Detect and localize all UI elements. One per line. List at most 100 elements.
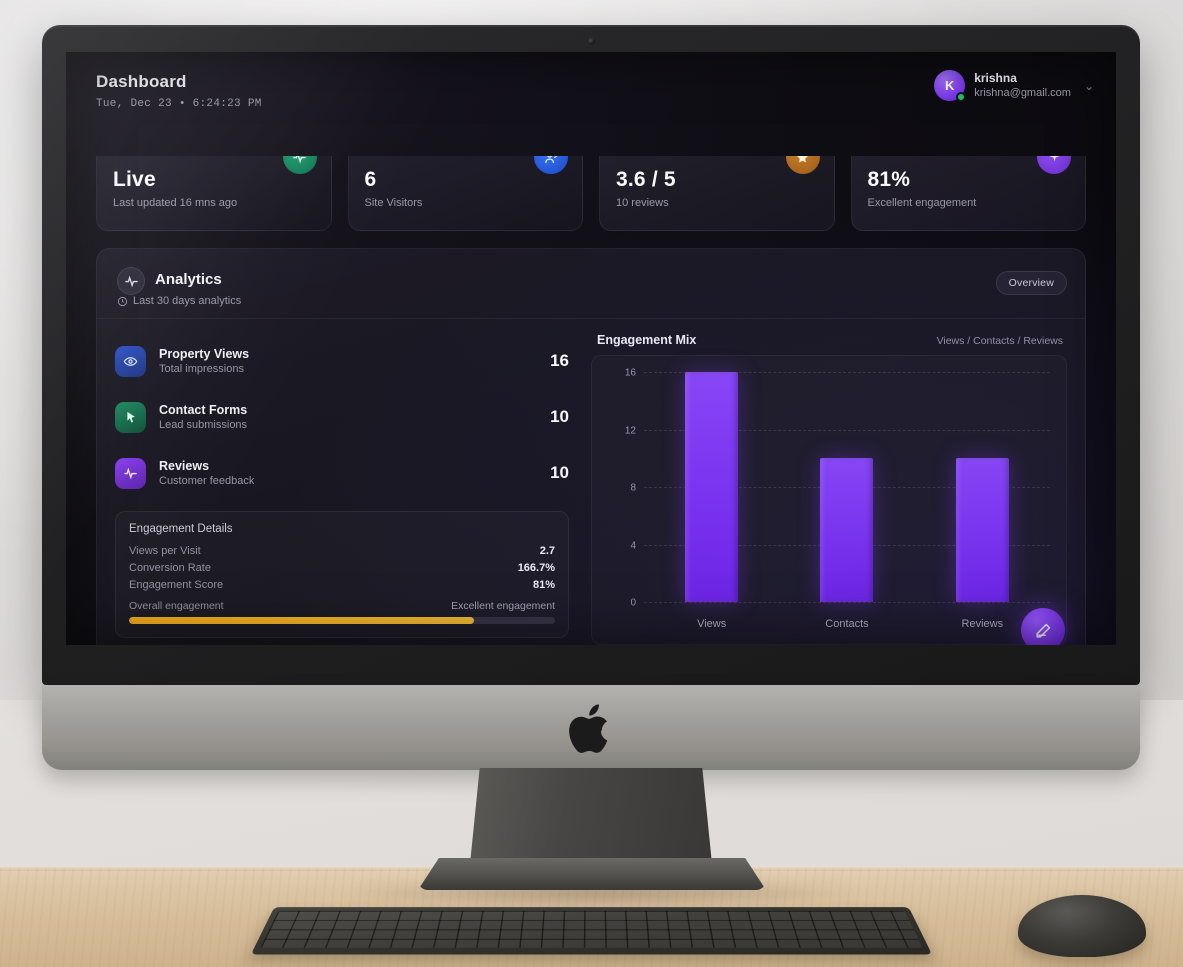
stat-card-live[interactable]: Live Last updated 16 mns ago	[96, 156, 332, 231]
stat-label: 10 reviews	[616, 197, 669, 209]
cursor-icon	[115, 401, 146, 433]
pencil-icon	[1035, 623, 1050, 638]
metric-desc: Customer feedback	[159, 475, 255, 487]
engagement-mix-chart: 16 12 8 4 0 Views Contacts Reviews	[591, 355, 1067, 645]
dashboard-app: Dashboard Tue, Dec 23 • 6:24:23 PM K kri…	[66, 52, 1116, 645]
detail-key: Views per Visit	[129, 544, 201, 557]
progress-label-right: Excellent engagement	[451, 600, 555, 612]
metric-value: 10	[550, 407, 569, 426]
pulse-icon	[282, 156, 317, 174]
chart-bar-column[interactable]	[938, 372, 1027, 602]
pulse-icon	[115, 457, 146, 489]
apple-logo-icon	[569, 704, 608, 753]
detail-row-views-per-visit: Views per Visit 2.7	[129, 542, 555, 559]
chart-x-tick: Views	[697, 618, 727, 630]
stat-label: Site Visitors	[364, 197, 423, 209]
chart-bar-column[interactable]	[667, 372, 756, 602]
imac-screen: Dashboard Tue, Dec 23 • 6:24:23 PM K kri…	[66, 52, 1116, 645]
metric-name: Reviews	[159, 459, 210, 473]
metric-value: 16	[550, 351, 569, 370]
analytics-subtitle: Last 30 days analytics	[133, 295, 242, 307]
chart-x-tick: Contacts	[825, 618, 869, 630]
user-name: krishna	[974, 71, 1017, 85]
stat-card-row: Live Last updated 16 mns ago 6 Site Visi…	[96, 156, 1086, 231]
chart-gridline: 16	[625, 368, 1050, 379]
activity-icon	[117, 267, 145, 295]
edit-fab[interactable]	[1021, 608, 1065, 645]
stat-value: 3.6 / 5	[616, 168, 676, 191]
spark-icon	[1037, 156, 1071, 174]
stat-card-visitors[interactable]: 6 Site Visitors	[347, 156, 583, 231]
page-title: Dashboard	[96, 72, 187, 91]
imac-stand-foot	[418, 858, 766, 890]
detail-value: 81%	[532, 578, 555, 591]
chart-y-tick: 4	[630, 540, 636, 551]
chart-y-tick: 0	[630, 597, 636, 609]
clock-icon	[117, 296, 128, 306]
mouse	[1018, 895, 1146, 957]
chart-column: Engagement Mix Views / Contacts / Review…	[587, 319, 1085, 645]
analytics-title: Analytics	[155, 271, 222, 288]
stat-label: Last updated 16 mns ago	[113, 197, 238, 209]
chart-bar[interactable]	[820, 458, 874, 602]
metric-desc: Total impressions	[159, 363, 244, 375]
analytics-header: Analytics Last 30 days analytics Overvie…	[97, 249, 1085, 319]
chart-x-axis-labels: Views Contacts Reviews	[644, 618, 1050, 630]
analytics-subtitle-row: Last 30 days analytics	[117, 295, 241, 307]
detail-value: 166.7%	[517, 561, 555, 574]
chart-bar[interactable]	[685, 372, 739, 602]
chart-header: Engagement Mix Views / Contacts / Review…	[591, 333, 1067, 355]
chevron-down-icon[interactable]: ⌄	[1083, 78, 1094, 93]
webcam-icon	[588, 38, 595, 45]
header-datetime: Tue, Dec 23 • 6:24:23 PM	[96, 98, 262, 110]
progress-label-left: Overall engagement	[129, 600, 224, 612]
stat-card-rating[interactable]: 3.6 / 5 10 reviews	[599, 156, 835, 231]
chart-bar-column[interactable]	[802, 372, 891, 602]
stat-label: Excellent engagement	[867, 197, 977, 209]
metric-text: Contact Forms Lead submissions	[159, 403, 550, 431]
chart-gridline: 0	[630, 598, 1050, 609]
app-header: Dashboard Tue, Dec 23 • 6:24:23 PM K kri…	[66, 52, 1116, 124]
avatar-initial: K	[944, 78, 955, 94]
metric-text: Reviews Customer feedback	[159, 459, 550, 487]
progress-labels: Overall engagement Excellent engagement	[129, 600, 555, 612]
detail-value: 2.7	[539, 544, 555, 557]
avatar: K	[934, 70, 967, 103]
chart-x-tick: Reviews	[961, 618, 1004, 630]
engagement-progress-bar	[129, 617, 555, 624]
analytics-body: Property Views Total impressions 16 Cont…	[97, 319, 1085, 645]
star-icon	[785, 156, 820, 174]
stat-value: 81%	[867, 168, 911, 191]
detail-row-conversion-rate: Conversion Rate 166.7%	[129, 559, 555, 576]
keyboard	[250, 907, 933, 955]
metric-row-reviews[interactable]: Reviews Customer feedback 10	[115, 445, 569, 501]
metric-name: Contact Forms	[159, 403, 248, 417]
metric-desc: Lead submissions	[159, 419, 248, 431]
keyboard-keys	[260, 910, 923, 948]
user-menu[interactable]: K krishna krishna@gmail.com ⌄	[934, 70, 1094, 103]
eye-icon	[115, 345, 146, 377]
metric-value: 10	[550, 463, 569, 482]
users-icon	[534, 156, 568, 174]
metric-row-contact-forms[interactable]: Contact Forms Lead submissions 10	[115, 389, 569, 445]
overview-badge[interactable]: Overview	[995, 271, 1067, 295]
chart-y-tick: 8	[630, 482, 636, 494]
stat-value: 6	[364, 168, 377, 191]
stat-card-engagement[interactable]: 81% Excellent engagement	[850, 156, 1086, 231]
chart-title: Engagement Mix	[597, 333, 697, 347]
chart-bars	[644, 372, 1050, 602]
detail-row-engagement-score: Engagement Score 81%	[129, 576, 555, 593]
user-identity: krishna krishna@gmail.com	[974, 70, 1071, 101]
engagement-details-box: Engagement Details Views per Visit 2.7 C…	[115, 511, 569, 638]
metric-row-property-views[interactable]: Property Views Total impressions 16	[115, 333, 569, 389]
online-status-dot	[956, 92, 967, 103]
chart-y-tick: 16	[624, 367, 636, 379]
stat-value: Live	[113, 168, 156, 191]
engagement-progress-fill	[129, 617, 475, 624]
metrics-column: Property Views Total impressions 16 Cont…	[97, 319, 587, 645]
metric-text: Property Views Total impressions	[159, 347, 550, 375]
chart-bar[interactable]	[955, 458, 1009, 602]
imac-stand-neck	[470, 768, 712, 864]
analytics-panel: Analytics Last 30 days analytics Overvie…	[96, 248, 1086, 645]
